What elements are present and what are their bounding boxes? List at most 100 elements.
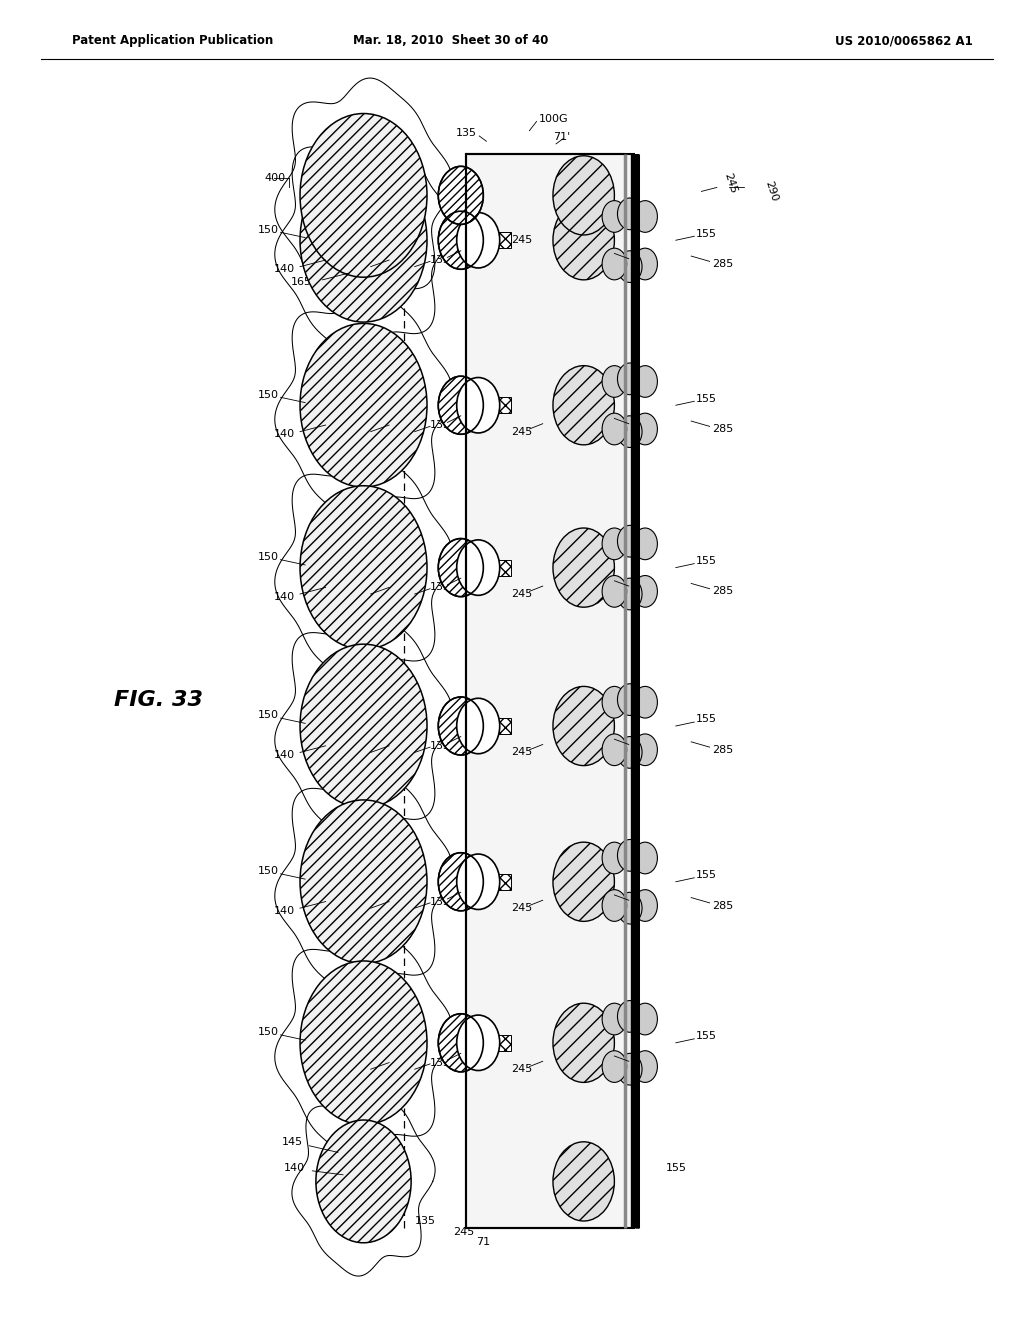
- Circle shape: [457, 1015, 500, 1071]
- Text: 275: 275: [353, 264, 374, 275]
- Text: 145: 145: [282, 1137, 303, 1147]
- Circle shape: [633, 842, 657, 874]
- Text: 245: 245: [512, 1064, 532, 1074]
- Bar: [445, 560, 462, 576]
- Circle shape: [438, 853, 483, 911]
- Text: 110: 110: [632, 576, 648, 599]
- Circle shape: [633, 890, 657, 921]
- Text: 135: 135: [415, 1216, 435, 1226]
- Text: 150: 150: [257, 710, 279, 721]
- Circle shape: [553, 1142, 614, 1221]
- Text: 110: 110: [632, 734, 648, 758]
- Circle shape: [617, 1001, 642, 1032]
- Text: 400: 400: [264, 173, 286, 183]
- Text: 110: 110: [632, 890, 648, 913]
- Text: 255: 255: [396, 429, 417, 440]
- Circle shape: [617, 840, 642, 871]
- Circle shape: [553, 842, 614, 921]
- Circle shape: [633, 686, 657, 718]
- Text: 135: 135: [430, 255, 451, 265]
- Text: 155: 155: [696, 393, 718, 404]
- Text: 290: 290: [763, 180, 779, 203]
- Text: 245: 245: [722, 172, 738, 195]
- Text: 285: 285: [712, 586, 733, 597]
- Text: Mar. 18, 2010  Sheet 30 of 40: Mar. 18, 2010 Sheet 30 of 40: [353, 34, 548, 48]
- Text: 135: 135: [430, 420, 451, 430]
- Circle shape: [617, 1053, 642, 1085]
- Text: 150: 150: [257, 389, 279, 400]
- Text: 135: 135: [430, 741, 451, 751]
- Circle shape: [602, 842, 627, 874]
- Text: 155: 155: [696, 1031, 718, 1041]
- Text: 275: 275: [353, 906, 374, 916]
- Circle shape: [553, 528, 614, 607]
- Text: 255: 255: [396, 1067, 417, 1077]
- Text: 140: 140: [273, 264, 295, 275]
- Circle shape: [633, 366, 657, 397]
- Circle shape: [553, 366, 614, 445]
- Circle shape: [457, 698, 500, 754]
- Circle shape: [602, 201, 627, 232]
- Text: 275: 275: [353, 750, 374, 760]
- Circle shape: [460, 216, 497, 264]
- Circle shape: [617, 737, 642, 768]
- Circle shape: [460, 544, 497, 591]
- Circle shape: [438, 539, 483, 597]
- Circle shape: [602, 734, 627, 766]
- Circle shape: [457, 378, 500, 433]
- Circle shape: [602, 248, 627, 280]
- Circle shape: [617, 578, 642, 610]
- Text: 275: 275: [353, 429, 374, 440]
- Circle shape: [438, 211, 483, 269]
- Text: 245: 245: [512, 426, 532, 437]
- Text: 135: 135: [430, 896, 451, 907]
- Text: US 2010/0065862 A1: US 2010/0065862 A1: [835, 34, 973, 48]
- Text: 275: 275: [353, 591, 374, 602]
- Circle shape: [457, 854, 500, 909]
- Bar: [445, 874, 462, 890]
- Bar: [495, 560, 511, 576]
- Circle shape: [553, 201, 614, 280]
- Bar: [495, 397, 511, 413]
- Circle shape: [602, 413, 627, 445]
- Bar: [445, 397, 462, 413]
- Text: 150: 150: [257, 552, 279, 562]
- Text: 285: 285: [712, 424, 733, 434]
- Circle shape: [300, 800, 427, 964]
- Circle shape: [602, 366, 627, 397]
- Text: 255: 255: [396, 750, 417, 760]
- Circle shape: [633, 734, 657, 766]
- Text: 155: 155: [696, 556, 718, 566]
- Bar: [495, 718, 511, 734]
- Text: 145: 145: [364, 1205, 384, 1216]
- Text: FIG. 33: FIG. 33: [115, 689, 203, 710]
- Text: 150: 150: [257, 1027, 279, 1038]
- Text: 155: 155: [696, 228, 718, 239]
- Circle shape: [617, 416, 642, 447]
- Circle shape: [633, 1003, 657, 1035]
- Text: 155: 155: [696, 714, 718, 725]
- Circle shape: [617, 525, 642, 557]
- Text: 255: 255: [396, 264, 417, 275]
- Bar: [495, 874, 511, 890]
- Text: 71: 71: [476, 1237, 490, 1247]
- Text: 275: 275: [353, 1067, 374, 1077]
- Circle shape: [460, 381, 497, 429]
- Text: 275: 275: [346, 1183, 367, 1193]
- Text: 255: 255: [389, 1189, 410, 1200]
- Text: 140: 140: [273, 750, 295, 760]
- Text: 100G: 100G: [539, 114, 568, 124]
- Text: 110: 110: [632, 1051, 648, 1074]
- Circle shape: [617, 198, 642, 230]
- Text: 245: 245: [512, 235, 532, 246]
- Bar: [495, 1035, 511, 1051]
- Text: 110: 110: [632, 248, 648, 272]
- Circle shape: [438, 166, 483, 224]
- Circle shape: [300, 961, 427, 1125]
- Circle shape: [633, 1051, 657, 1082]
- Circle shape: [457, 213, 500, 268]
- Circle shape: [300, 114, 427, 277]
- Circle shape: [300, 323, 427, 487]
- Circle shape: [300, 486, 427, 649]
- Text: 155: 155: [696, 870, 718, 880]
